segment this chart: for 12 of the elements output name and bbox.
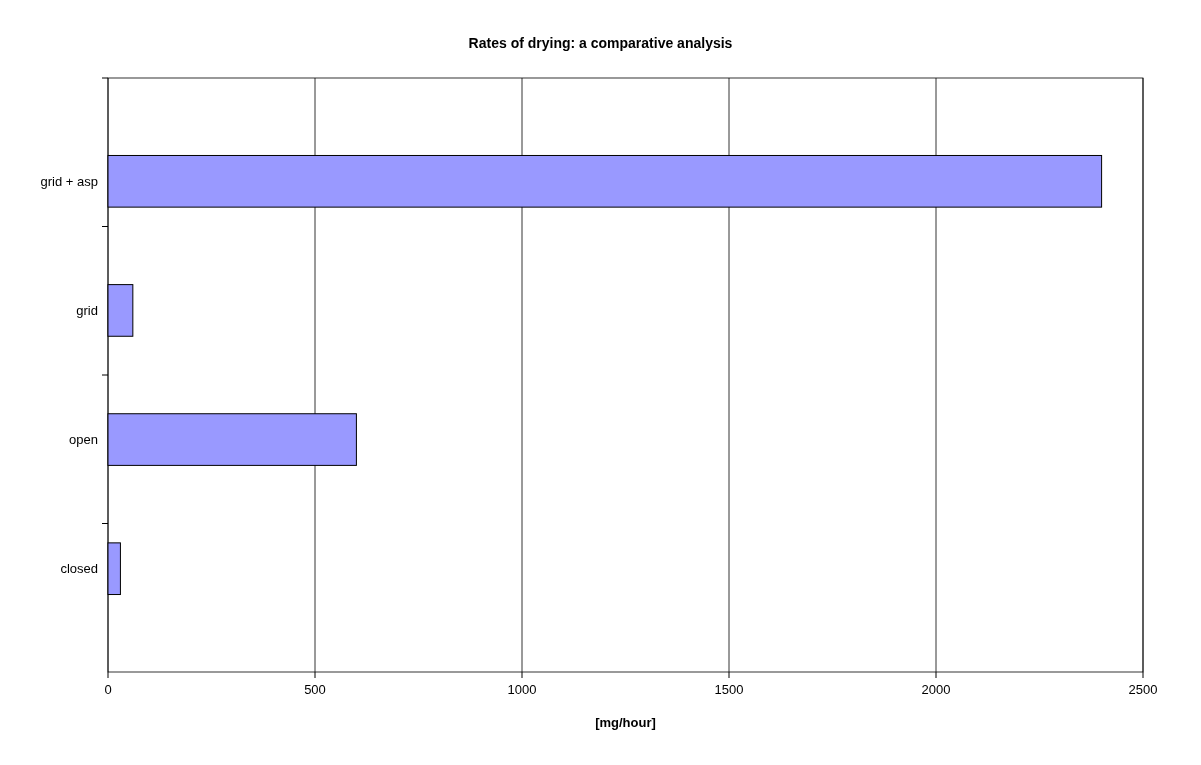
x-tick-label: 0 — [104, 682, 112, 697]
x-tick-label: 2000 — [921, 682, 951, 697]
x-tick-label: 1500 — [714, 682, 744, 697]
chart-title: Rates of drying: a comparative analysis — [468, 35, 733, 51]
y-tick-label: open — [69, 432, 98, 448]
x-axis-title: [mg/hour] — [595, 715, 656, 730]
x-tick-label: 2500 — [1128, 682, 1158, 697]
y-tick-label: grid — [76, 302, 98, 318]
x-tick-label: 1000 — [507, 682, 537, 697]
y-tick-label: closed — [60, 561, 98, 577]
y-tick-label: grid + asp — [40, 173, 98, 189]
x-tick-label: 500 — [304, 682, 326, 697]
